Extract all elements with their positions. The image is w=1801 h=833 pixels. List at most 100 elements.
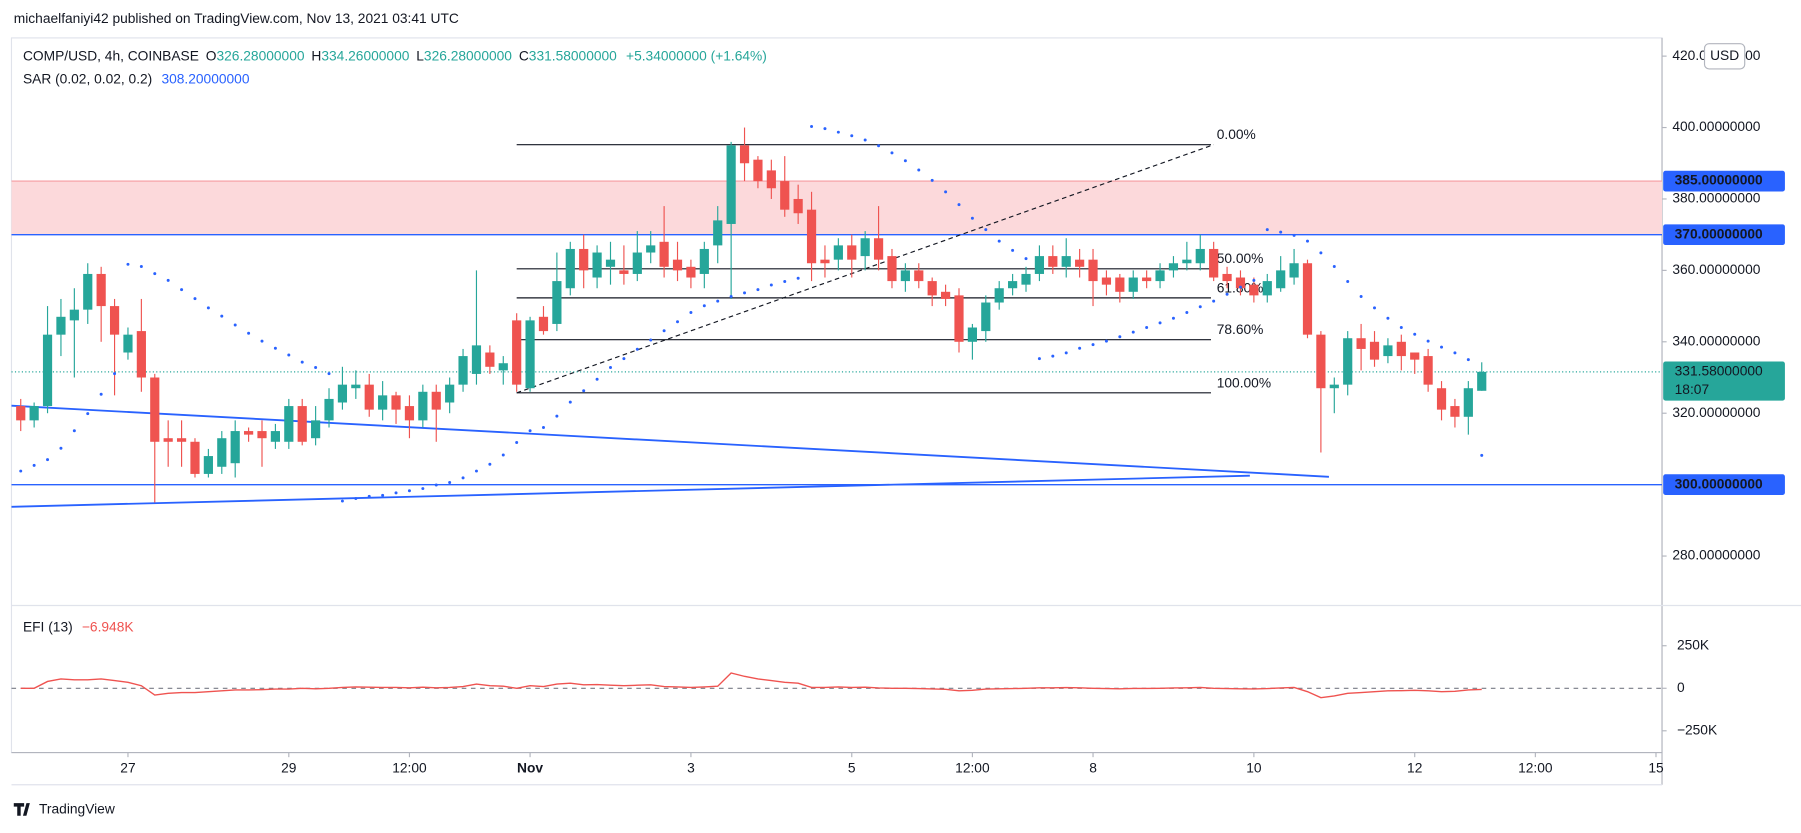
x-tick-label: Nov xyxy=(517,760,543,775)
sar-dot xyxy=(46,458,50,462)
sar-dot xyxy=(769,283,773,287)
candle-body xyxy=(217,438,227,467)
candle-body xyxy=(780,181,790,210)
sar-dot xyxy=(1171,316,1175,320)
sar-dot xyxy=(381,493,385,497)
sar-dot xyxy=(193,297,197,301)
candle-body xyxy=(163,438,173,442)
legend-key: L xyxy=(416,48,424,63)
candle-body xyxy=(1343,338,1353,385)
currency-label: USD xyxy=(1710,48,1739,63)
candle-body xyxy=(485,352,495,367)
candle-body xyxy=(954,295,964,342)
x-tick-label: 10 xyxy=(1246,760,1262,775)
candle-body xyxy=(498,363,508,371)
candle-body xyxy=(552,281,562,324)
candle-body xyxy=(1450,406,1460,417)
candle-body xyxy=(1477,371,1487,391)
sar-dot xyxy=(1386,316,1390,320)
footer-logo: TradingView xyxy=(13,802,115,817)
sar-dot xyxy=(1453,351,1457,355)
candle-body xyxy=(994,288,1004,303)
candle-body xyxy=(1128,277,1138,292)
sar-dot xyxy=(850,134,854,138)
x-tick-label: 8 xyxy=(1089,760,1097,775)
sar-dot xyxy=(99,392,103,396)
candle-body xyxy=(1061,256,1071,267)
candle-body xyxy=(914,270,924,282)
level-label-box xyxy=(1663,474,1785,495)
candle-body xyxy=(257,431,267,439)
sar-dot xyxy=(984,228,988,232)
candle-body xyxy=(1101,277,1112,285)
fib-label: 0.00% xyxy=(1217,127,1256,142)
fib-label: 50.00% xyxy=(1217,251,1264,266)
sar-dot xyxy=(635,347,639,351)
sar-dot xyxy=(367,494,371,498)
candle-body xyxy=(981,302,991,332)
sar-dot xyxy=(86,412,90,416)
sar-dot xyxy=(354,497,358,501)
candle-body xyxy=(378,395,388,410)
y-tick-label: 360.00000000 xyxy=(1672,262,1760,277)
y-tick-label: 340.00000000 xyxy=(1672,333,1760,348)
candle-body xyxy=(873,238,884,260)
publish-note: michaelfaniyi42 published on TradingView… xyxy=(14,11,459,26)
x-tick-label: 12:00 xyxy=(1518,760,1553,775)
sar-dot xyxy=(541,426,545,429)
main-legend: COMP/USD, 4h, COINBASE O326.28000000 H334.… xyxy=(23,48,767,63)
sar-dot xyxy=(997,239,1001,243)
level-label: 385.00000000 xyxy=(1675,173,1763,188)
efi-name: EFI (13) xyxy=(23,619,73,634)
candle-body xyxy=(1463,388,1473,417)
legend-value: 331.58000000 xyxy=(529,48,617,63)
sar-dot xyxy=(340,499,344,503)
efi-tick-label: 0 xyxy=(1677,680,1685,695)
sar-dot xyxy=(260,339,264,343)
candle-body xyxy=(713,220,723,246)
sar-dot xyxy=(743,291,747,295)
candle-body xyxy=(1302,263,1313,335)
sar-dot xyxy=(394,491,398,495)
sar-dot xyxy=(836,130,840,134)
y-tick-label: 320.00000000 xyxy=(1672,405,1760,420)
legend-symbol: COMP/USD, 4h, COINBASE xyxy=(23,48,199,63)
x-tick-label: 12:00 xyxy=(955,760,990,775)
sar-dot xyxy=(139,264,143,268)
sar-dot xyxy=(1212,299,1216,303)
candle-body xyxy=(632,252,642,274)
candle-body xyxy=(1115,277,1125,292)
sar-name: SAR (0.02, 0.02, 0.2) xyxy=(23,71,152,86)
y-tick-label: 400.00000000 xyxy=(1672,119,1760,134)
candle-body xyxy=(311,420,321,439)
sar-dot xyxy=(273,346,277,350)
sar-dot xyxy=(32,463,36,467)
candle-body xyxy=(766,170,776,189)
sar-dot xyxy=(1413,332,1417,336)
candle-body xyxy=(726,145,736,224)
sar-dot xyxy=(501,453,505,457)
candle-body xyxy=(1369,341,1380,360)
candle-body xyxy=(1048,256,1058,267)
candle-body xyxy=(927,281,937,296)
legend-change: +5.34000000 (+1.64%) xyxy=(626,48,767,63)
candle-body xyxy=(150,377,160,442)
level-label: 300.00000000 xyxy=(1675,476,1763,491)
sar-dot xyxy=(113,372,117,376)
sar-dot xyxy=(19,469,23,473)
sar-dot xyxy=(1359,294,1363,298)
sar-dot xyxy=(970,216,974,220)
sar-dot xyxy=(1279,230,1283,234)
level-label-box xyxy=(1663,224,1785,246)
sar-dot xyxy=(1265,228,1269,232)
sar-dot xyxy=(220,314,224,318)
candle-body xyxy=(69,309,79,321)
candle-body xyxy=(538,316,549,332)
sar-dot xyxy=(1104,339,1108,343)
sar-dot xyxy=(180,288,184,292)
candle-body xyxy=(324,398,334,421)
candle-body xyxy=(351,384,361,389)
candle-body xyxy=(847,245,857,260)
legend-value: 326.28000000 xyxy=(424,48,512,63)
